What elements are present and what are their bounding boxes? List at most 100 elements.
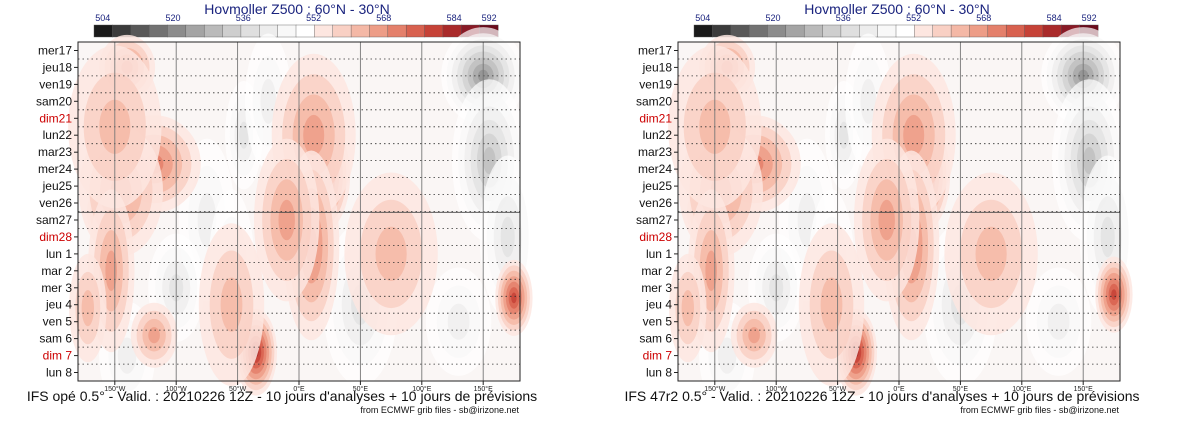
colorbar-cell [748,24,768,38]
trough-anomaly [425,267,492,376]
ridge-anomaly [854,138,920,302]
y-tick-label: lun 1 [46,247,72,261]
anomaly-contour [278,199,295,241]
y-tick-label: dim21 [639,111,672,125]
y-tick-label: mer24 [638,162,672,176]
colorbar-cell [1024,24,1044,38]
colorbar-cell [1005,24,1026,38]
colorbar-cell [822,24,842,38]
colorbar-label: 552 [306,13,321,23]
y-tick-label: mer17 [638,44,672,58]
colorbar-cell [987,24,1007,38]
ridge-anomaly [669,253,707,363]
x-tick-label: 100°W [166,385,187,393]
x-tick-label: 150°W [104,385,125,393]
y-tick-label: mar 2 [41,264,72,278]
y-tick-label: jeu 4 [645,298,672,312]
anomaly-contour [1047,303,1070,340]
ridge-anomaly [254,138,320,302]
colorbar-label: 568 [376,13,391,23]
x-axis-labels: 150°W 100°W 50°W 0°E 50°E 100°E 150°E [704,381,1093,393]
colorbar-cell [895,24,915,38]
colorbar-cell [932,24,952,38]
x-axis-labels: 150°W 100°W 50°W 0°E 50°E 100°E 150°E [104,381,493,393]
y-tick-label: sam20 [36,94,72,108]
colorbar-cell [730,24,750,38]
x-tick-label: 0°E [293,385,305,393]
anomaly-contour [511,292,517,304]
y-tick-label: sam20 [636,94,672,108]
x-tick-label: 100°E [412,385,431,393]
z500-field [668,27,1136,410]
colorbar-label: 592 [1082,13,1097,23]
colorbar-cell [693,24,713,38]
hovmoller-svg-ifs-47r2: Hovmoller Z500 : 60°N - 30°N 504 520 536 55… [624,1,1139,415]
y-axis-labels: mer17 jeu18 ven19 sam20 dim21 lun22 mar23 mer24… [636,44,678,380]
ridge-anomaly [198,223,265,387]
credit: from ECMWF grib files - sb@irizone.net [960,405,1119,415]
colorbar-labels: 504 520 536 552 568 584 592 [695,13,1096,23]
hovmoller-chart-ifs-47r2: Hovmoller Z500 : 60°N - 30°N 504 520 536 55… [600,0,1200,424]
anomaly-contour [447,303,470,340]
colorbar-label: 592 [482,13,497,23]
colorbar-label: 584 [447,13,462,23]
y-tick-label: mer 3 [641,281,672,295]
colorbar-label: 536 [236,13,251,23]
y-tick-label: sam27 [36,213,72,227]
colorbar-labels: 504 520 536 552 568 584 592 [95,13,496,23]
y-tick-label: jeu25 [42,179,73,193]
credit: from ECMWF grib files - sb@irizone.net [360,405,519,415]
trough-anomaly [1025,267,1092,376]
anomaly-contour [1100,216,1115,258]
y-tick-label: dim21 [39,111,72,125]
colorbar-cell [93,24,113,38]
ridge-anomaly [1095,256,1133,333]
anomaly-contour [903,114,925,156]
colorbar-cell [148,24,168,38]
y-tick-label: mer 3 [41,281,72,295]
grid-lines [678,42,1120,381]
anomaly-contour [705,250,717,292]
colorbar-cell [350,24,370,38]
anomaly-contour [148,327,160,344]
y-tick-label: ven26 [39,196,72,210]
ridge-anomaly [130,302,178,368]
ridge-anomaly [495,259,533,336]
y-tick-label: ven19 [39,77,72,91]
anomaly-contour [105,250,117,292]
y-tick-label: lun22 [43,128,73,142]
anomaly-contour [500,216,515,258]
colorbar-cell [314,24,334,38]
colorbar [693,24,1099,38]
chart-title: Hovmoller Z500 : 60°N - 30°N [204,1,390,17]
colorbar-cell [950,24,970,38]
colorbar-cell [969,24,989,38]
y-tick-label: ven26 [639,196,672,210]
colorbar [93,24,499,38]
y-tick-label: sam 6 [639,332,672,346]
y-tick-label: sam27 [636,213,672,227]
y-tick-label: lun 1 [646,247,672,261]
y-tick-label: ven 5 [643,315,673,329]
y-tick-label: jeu18 [642,60,673,74]
y-tick-label: mar23 [638,145,672,159]
anomaly-contour [483,147,496,175]
y-tick-label: lun 8 [46,366,72,380]
hovmoller-chart-ifs-ope: Hovmoller Z500 : 60°N - 30°N 504 520 536 55… [27,1,537,415]
colorbar-cell [295,24,315,38]
ridge-anomaly [798,223,865,387]
anomaly-contour [1083,147,1096,175]
hovmoller-svg-ifs-ope: Hovmoller Z500 : 60°N - 30°N 504 520 536 55… [27,1,537,415]
plot-area [68,27,536,410]
caption: IFS 47r2 0.5° - Valid. : 20210226 12Z - … [624,388,1139,404]
anomaly-contour [860,78,877,124]
colorbar-cell [167,24,187,38]
y-tick-label: ven 5 [43,315,73,329]
anomaly-contour [975,226,1007,281]
colorbar-cell [424,24,444,38]
colorbar-cell [803,24,824,38]
z500-field [68,27,536,410]
plot-area [668,27,1136,410]
colorbar-cell [442,24,462,38]
colorbar-cell [1042,24,1062,38]
